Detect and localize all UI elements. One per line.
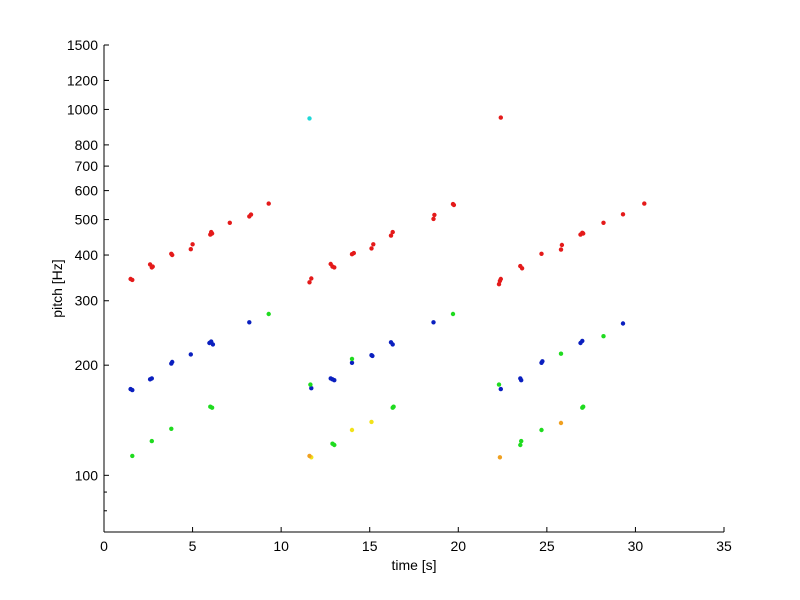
data-point-red [170, 252, 175, 258]
x-tick-label: 5 [189, 538, 197, 554]
data-point-blue [498, 386, 503, 392]
data-point-blue [247, 320, 252, 325]
data-point-red [150, 264, 155, 269]
data-point-red [496, 282, 502, 287]
data-point-green [209, 405, 215, 410]
data-point-blue [149, 376, 154, 381]
data-point-green [149, 438, 154, 444]
data-point-red [620, 212, 626, 217]
y-tick-label: 1500 [67, 37, 98, 53]
data-point-red [371, 242, 376, 247]
data-point-blue [370, 353, 375, 359]
data-point-green [518, 442, 523, 448]
data-point-blue [540, 359, 545, 364]
data-point-green [308, 382, 313, 387]
y-tick-label: 500 [75, 212, 99, 228]
data-point-red [351, 250, 356, 256]
axes [103, 45, 724, 533]
data-point-blue [188, 352, 193, 357]
x-tick-label: 0 [100, 538, 108, 554]
data-point-blue [170, 359, 175, 365]
data-point-green [349, 356, 355, 362]
data-point-blue [210, 342, 216, 347]
data-point-red [209, 231, 215, 236]
x-tick-label: 20 [450, 538, 466, 554]
data-point-red [266, 201, 271, 206]
x-tick-label: 30 [628, 538, 644, 554]
data-point-blue [332, 378, 337, 383]
data-point-red [432, 212, 437, 218]
data-point-blue [309, 386, 314, 391]
data-point-green [496, 382, 502, 387]
data-point-red [130, 277, 135, 283]
data-point-orange [497, 455, 503, 460]
y-tick-label: 300 [75, 293, 99, 309]
data-point-blue [130, 387, 135, 393]
y-tick-label: 400 [75, 247, 99, 263]
x-tick-label: 15 [362, 538, 378, 554]
data-point-red [581, 231, 586, 236]
data-point-red [601, 220, 606, 225]
data-point-green [391, 404, 396, 409]
data-point-red [539, 251, 544, 256]
y-tick-label: 600 [75, 183, 99, 199]
data-point-red [307, 280, 312, 285]
data-point-yellow [369, 419, 374, 425]
data-point-red [498, 276, 503, 282]
y-tick-label: 100 [75, 467, 99, 483]
data-point-red [390, 229, 395, 235]
data-point-red [309, 276, 314, 281]
data-point-red [559, 242, 565, 248]
y-tick-label: 1200 [67, 72, 98, 88]
data-point-green [130, 453, 135, 459]
data-point-red [332, 265, 337, 270]
data-points [128, 115, 647, 460]
data-point-green [581, 404, 586, 409]
y-ticks: 100 200 300 400 500 600 700 800 1000 1200 1500 [67, 37, 109, 533]
x-tick-label: 35 [716, 538, 732, 554]
data-point-green [332, 442, 337, 448]
data-point-red [451, 202, 457, 208]
data-point-red [558, 247, 564, 252]
data-point-green [266, 311, 271, 317]
data-point-blue [519, 378, 524, 383]
data-point-red [519, 266, 525, 271]
data-point-green [558, 351, 564, 356]
data-point-red [642, 201, 647, 206]
data-point-red [369, 246, 374, 251]
data-point-green [601, 334, 606, 339]
data-point-red [388, 233, 394, 238]
y-axis-label: pitch [Hz] [49, 259, 65, 317]
data-point-red [498, 115, 503, 120]
data-point-green [539, 427, 544, 433]
data-point-blue [580, 338, 585, 344]
data-point-blue [431, 320, 436, 325]
data-point-green [169, 426, 174, 431]
x-ticks: 0 5 10 15 20 25 30 35 [100, 527, 732, 554]
data-point-blue [620, 321, 626, 326]
y-tick-label: 200 [75, 357, 99, 373]
data-point-red [188, 247, 193, 252]
data-point-blue [349, 360, 355, 365]
y-tick-label: 700 [75, 158, 99, 174]
data-point-orange [307, 453, 312, 459]
data-point-cyan [307, 116, 312, 121]
data-point-red [431, 216, 436, 222]
y-tick-label: 1000 [67, 101, 98, 117]
data-point-red [248, 212, 254, 217]
data-point-red [227, 220, 232, 225]
data-point-green [450, 311, 456, 317]
data-point-orange [558, 420, 564, 426]
data-point-red [190, 242, 195, 247]
data-point-blue [390, 342, 395, 347]
x-tick-label: 25 [539, 538, 555, 554]
x-tick-label: 10 [273, 538, 289, 554]
y-tick-label: 800 [75, 137, 99, 153]
data-point-yellow [349, 427, 355, 433]
x-axis-label: time [s] [391, 557, 436, 573]
data-point-green [519, 438, 524, 444]
